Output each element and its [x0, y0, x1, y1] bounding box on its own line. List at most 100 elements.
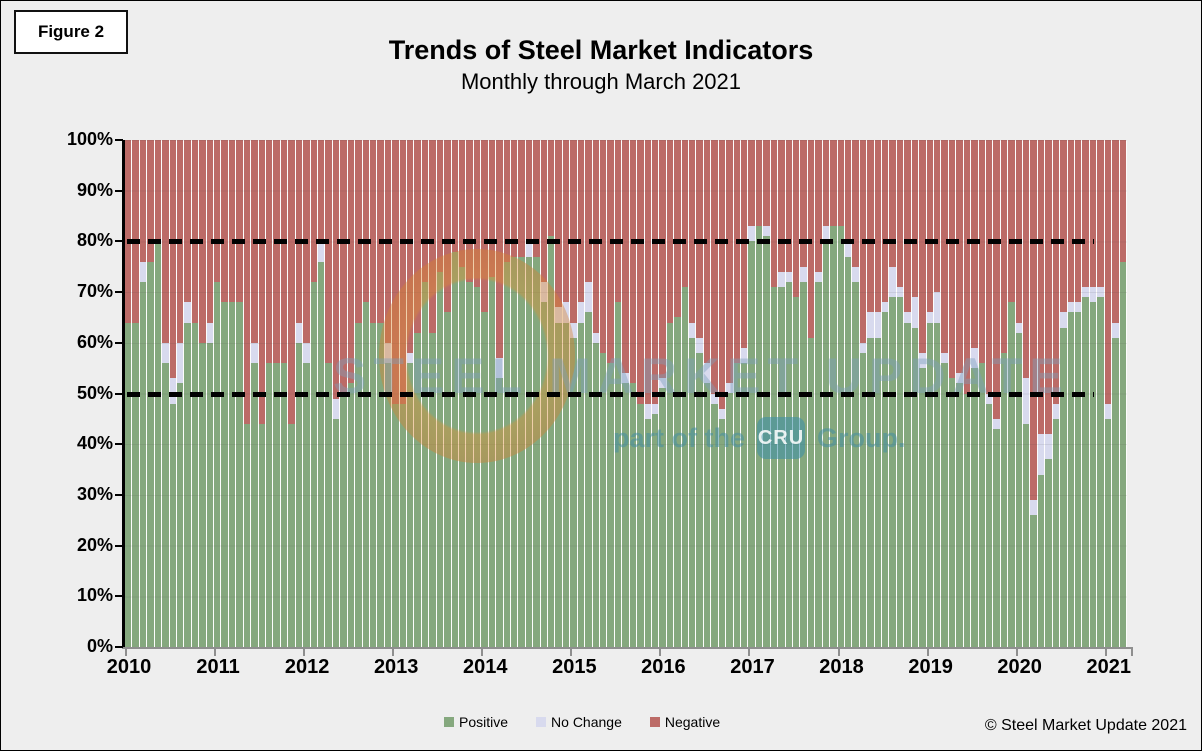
seg-neg-2015-03	[585, 140, 592, 282]
seg-nc-2011-12	[295, 322, 303, 343]
seg-pos-2014-01	[481, 312, 488, 647]
seg-nc-2018-09	[896, 287, 904, 298]
x-tick-label-2010: 2010	[106, 656, 152, 678]
y-tick-label-0%: 0%	[86, 636, 113, 656]
seg-pos-2013-10	[458, 266, 466, 647]
seg-neg-2016-03	[674, 140, 681, 318]
seg-pos-2011-05	[243, 423, 251, 647]
bar-2015-11	[644, 140, 651, 647]
seg-neg-2019-01	[926, 140, 933, 313]
x-tick-2016	[659, 649, 662, 656]
bar-2013-01	[392, 140, 399, 647]
bar-2013-08	[444, 140, 451, 647]
bar-2011-08	[266, 140, 273, 647]
bar-2010-10	[191, 140, 199, 647]
bar-2019-07	[971, 140, 978, 647]
bar-2014-01	[481, 140, 488, 647]
seg-nc-2018-05	[867, 312, 874, 338]
seg-nc-2020-06	[1052, 403, 1060, 419]
seg-neg-2017-02	[755, 140, 763, 227]
seg-neg-2016-11	[733, 140, 741, 364]
seg-nc-2011-06	[251, 342, 258, 364]
seg-neg-2018-12	[919, 140, 926, 353]
seg-pos-2015-10	[637, 403, 644, 647]
seg-pos-2012-05	[332, 418, 340, 647]
bar-2016-02	[666, 140, 674, 647]
seg-pos-2010-04	[147, 261, 154, 647]
seg-pos-2017-12	[830, 226, 837, 647]
bar-2012-03	[317, 140, 325, 647]
seg-nc-2013-03	[407, 352, 414, 364]
seg-neg-2013-08	[444, 140, 451, 313]
x-tick-2018	[837, 649, 840, 656]
bar-2018-08	[889, 140, 896, 647]
seg-nc-2014-07	[525, 241, 533, 257]
bar-2012-06	[340, 140, 347, 647]
seg-neg-2012-06	[340, 140, 347, 394]
seg-pos-2016-05	[689, 337, 696, 647]
seg-pos-2021-03	[1119, 261, 1126, 647]
y-tick-label-80%: 80%	[76, 230, 113, 251]
seg-neg-2011-01	[214, 140, 221, 282]
bar-2014-03	[496, 140, 503, 647]
bar-2016-10	[726, 140, 733, 647]
seg-neg-2013-01	[392, 140, 399, 404]
x-tick-label-2020: 2020	[997, 656, 1042, 678]
seg-pos-2011-03	[228, 302, 236, 647]
bar-2019-03	[941, 140, 948, 647]
bar-2018-04	[859, 140, 867, 647]
seg-pos-2019-03	[941, 363, 948, 647]
seg-neg-2011-07	[258, 140, 266, 424]
seg-pos-2011-01	[214, 281, 221, 647]
bar-2010-12	[206, 140, 214, 647]
seg-pos-2012-11	[377, 322, 384, 647]
bar-2020-06	[1052, 140, 1060, 647]
seg-neg-2014-08	[533, 140, 540, 257]
bar-2016-05	[689, 140, 696, 647]
bar-2012-02	[310, 140, 317, 647]
seg-neg-2012-04	[325, 140, 332, 364]
seg-neg-2018-04	[859, 140, 867, 343]
bar-2016-04	[681, 140, 689, 647]
seg-neg-2010-03	[139, 140, 147, 262]
seg-neg-2011-04	[236, 140, 243, 303]
y-tick-20%	[115, 544, 123, 547]
bar-2017-01	[748, 140, 755, 647]
seg-neg-2018-09	[896, 140, 904, 288]
bar-2011-01	[214, 140, 221, 647]
y-tick-label-100%: 100%	[66, 129, 113, 149]
seg-nc-2017-01	[748, 226, 755, 242]
seg-pos-2012-08	[355, 322, 362, 647]
x-tick-label-2021: 2021	[1086, 656, 1131, 678]
bar-2015-05	[600, 140, 607, 647]
seg-nc-2019-02	[933, 292, 941, 323]
seg-nc-2016-10	[726, 383, 733, 394]
legend-item-no-change: No Change	[536, 714, 622, 730]
seg-pos-2011-02	[221, 302, 228, 647]
seg-pos-2015-11	[644, 418, 651, 647]
y-tick-30%	[115, 493, 123, 496]
seg-nc-2020-05	[1045, 434, 1052, 460]
bar-2017-09	[807, 140, 815, 647]
seg-neg-2020-06	[1052, 140, 1060, 404]
seg-pos-2016-11	[733, 363, 741, 647]
x-tick-end	[1131, 649, 1133, 656]
bar-2013-05	[421, 140, 429, 647]
seg-neg-2017-08	[800, 140, 807, 267]
x-tick-label-2016: 2016	[641, 656, 686, 678]
seg-neg-2016-12	[741, 140, 748, 348]
seg-neg-2012-01	[303, 140, 310, 343]
seg-neg-2019-02	[933, 140, 941, 293]
bar-2014-08	[533, 140, 540, 647]
seg-nc-2010-09	[184, 302, 191, 323]
y-tick-70%	[115, 291, 123, 294]
bar-2011-11	[288, 140, 295, 647]
seg-neg-2019-06	[963, 140, 971, 394]
seg-neg-2015-05	[600, 140, 607, 353]
legend-swatch-icon	[536, 717, 547, 727]
y-axis-line	[122, 140, 125, 649]
bar-2012-04	[325, 140, 332, 647]
seg-nc-2010-06	[162, 342, 169, 364]
seg-pos-2013-09	[451, 251, 458, 647]
bar-2012-05	[332, 140, 340, 647]
